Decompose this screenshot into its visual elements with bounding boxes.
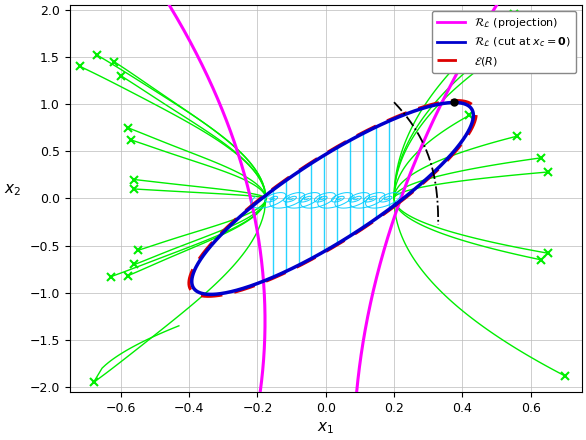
Y-axis label: $x_2$: $x_2$ bbox=[4, 183, 21, 198]
X-axis label: $x_1$: $x_1$ bbox=[317, 420, 334, 436]
Legend: $\mathcal{R}_{\mathcal{L}}$ (projection), $\mathcal{R}_{\mathcal{L}}$ (cut at $x: $\mathcal{R}_{\mathcal{L}}$ (projection)… bbox=[431, 11, 576, 73]
